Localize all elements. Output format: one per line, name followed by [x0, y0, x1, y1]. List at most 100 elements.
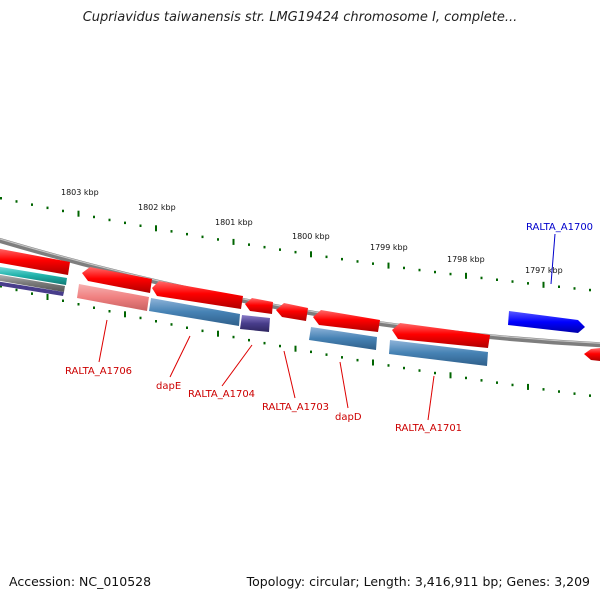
inner-tick-mark	[434, 371, 436, 375]
gene-arrow-ralta-a1703[interactable]	[276, 303, 308, 321]
tick-label-1798: 1798 kbp	[447, 255, 485, 264]
inner-tick-mark	[31, 292, 33, 295]
gene-label-ralta-a1704[interactable]: RALTA_A1704	[188, 389, 255, 400]
partial-teal-feature-left[interactable]	[0, 266, 67, 285]
outer-tick-mark	[372, 262, 374, 265]
inner-tick-mark	[248, 338, 250, 342]
tick-label-1797: 1797 kbp	[525, 266, 563, 275]
inner-tick-mark	[139, 316, 142, 320]
inner-tick-mark	[170, 323, 173, 326]
outer-tick-mark	[46, 206, 49, 210]
inner-tick-mark	[542, 388, 545, 391]
outer-tick-mark	[356, 260, 359, 263]
callout-ralta-a1704	[221, 344, 253, 387]
gene-label-dape[interactable]: dapE	[156, 381, 181, 392]
outer-tick-mark	[325, 255, 328, 259]
inner-tick-mark	[62, 299, 64, 302]
tick-label-1802: 1802 kbp	[138, 203, 176, 212]
outer-tick-mark	[170, 230, 173, 233]
callout-ralta-a1700	[550, 233, 556, 285]
inner-tick-mark	[124, 311, 126, 318]
outer-tick-mark	[511, 280, 514, 283]
inner-tick-mark	[294, 345, 297, 352]
topology-summary-text: Topology: circular; Length: 3,416,911 bp…	[246, 574, 590, 589]
gene-arrow-dape[interactable]	[152, 281, 243, 309]
inner-tick-mark	[449, 372, 452, 379]
callout-dapd	[339, 361, 349, 409]
callout-ralta-a1701	[427, 375, 435, 421]
inner-tick-mark	[573, 392, 576, 395]
outer-tick-mark	[263, 245, 266, 249]
outer-tick-mark	[248, 243, 250, 246]
inner-tick-mark	[217, 330, 219, 337]
outer-tick-mark	[108, 218, 111, 222]
outer-tick-mark	[294, 250, 297, 254]
inner-tick-mark	[589, 394, 591, 397]
tick-label-1801: 1801 kbp	[215, 218, 253, 227]
inner-tick-mark	[558, 390, 560, 393]
partial-gray-feature-left[interactable]	[0, 274, 65, 292]
partial-navy-feature-left[interactable]	[0, 281, 64, 296]
inner-tick-marks	[0, 285, 591, 397]
outer-tick-mark	[480, 276, 483, 280]
callout-ralta-a1703	[283, 350, 296, 399]
inner-tick-mark	[310, 350, 312, 354]
outer-tick-mark	[201, 235, 204, 239]
inner-tick-mark	[403, 366, 405, 370]
inner-tick-mark	[496, 381, 498, 384]
gene-label-ralta-a1701[interactable]: RALTA_A1701	[395, 423, 462, 434]
gene-product-dapd[interactable]	[309, 327, 377, 350]
gene-arrow-ralta-a1706[interactable]	[82, 267, 152, 293]
gene-arrow-ralta-a1700[interactable]	[508, 311, 585, 333]
inner-tick-mark	[480, 379, 483, 382]
callout-dape	[169, 335, 191, 378]
gene-product-ralta-a1701[interactable]	[389, 340, 488, 366]
inner-tick-mark	[465, 376, 467, 380]
inner-tick-mark	[527, 383, 529, 390]
map-title: Cupriavidus taiwanensis str. LMG19424 ch…	[82, 10, 518, 25]
outer-tick-mark	[93, 215, 95, 219]
accession-text: Accession: NC_010528	[9, 574, 152, 589]
outer-tick-mark	[217, 238, 219, 241]
inner-tick-mark	[279, 344, 281, 348]
inner-tick-mark	[356, 358, 359, 362]
gene-arrow-ralta-a1704[interactable]	[245, 298, 273, 314]
outer-tick-mark	[465, 272, 467, 279]
inner-tick-mark	[418, 369, 421, 372]
partial-red-gene-left[interactable]	[0, 248, 70, 275]
outer-tick-mark	[573, 287, 576, 290]
partial-red-gene-right[interactable]	[584, 348, 600, 361]
outer-tick-mark	[186, 232, 188, 236]
inner-tick-mark	[263, 341, 266, 345]
inner-tick-mark	[93, 306, 95, 309]
callout-ralta-a1706	[98, 319, 108, 363]
inner-tick-mark	[108, 310, 111, 313]
outer-tick-mark	[279, 248, 281, 251]
gene-label-dapd[interactable]: dapD	[335, 412, 362, 423]
gene-product-dape[interactable]	[149, 298, 240, 326]
outer-tick-mark	[542, 281, 545, 288]
outer-tick-mark	[387, 262, 390, 269]
inner-tick-mark	[341, 356, 343, 359]
outer-tick-mark	[589, 288, 591, 292]
inner-tick-mark	[15, 288, 18, 292]
inner-tick-mark	[46, 294, 49, 300]
gene-label-ralta-a1703[interactable]: RALTA_A1703	[262, 402, 329, 413]
inner-tick-mark	[372, 359, 374, 366]
gene-arrow-dapd[interactable]	[313, 310, 380, 332]
gene-arrow-ralta-a1701[interactable]	[392, 323, 490, 348]
outer-tick-mark	[418, 268, 421, 272]
outer-tick-mark	[155, 225, 157, 232]
inner-tick-mark	[325, 353, 328, 356]
gene-label-ralta-a1706[interactable]: RALTA_A1706	[65, 366, 132, 377]
inner-tick-mark	[232, 335, 235, 339]
outer-tick-mark	[434, 270, 436, 274]
gene-label-ralta-a1700[interactable]: RALTA_A1700	[526, 222, 593, 233]
outer-tick-mark	[232, 238, 235, 245]
outer-tick-mark	[527, 282, 529, 285]
tick-label-1803: 1803 kbp	[61, 188, 99, 197]
gene-product-ralta-a1706[interactable]	[77, 284, 149, 311]
outer-tick-mark	[341, 257, 343, 261]
gene-product-ralta-a1704[interactable]	[240, 315, 270, 332]
